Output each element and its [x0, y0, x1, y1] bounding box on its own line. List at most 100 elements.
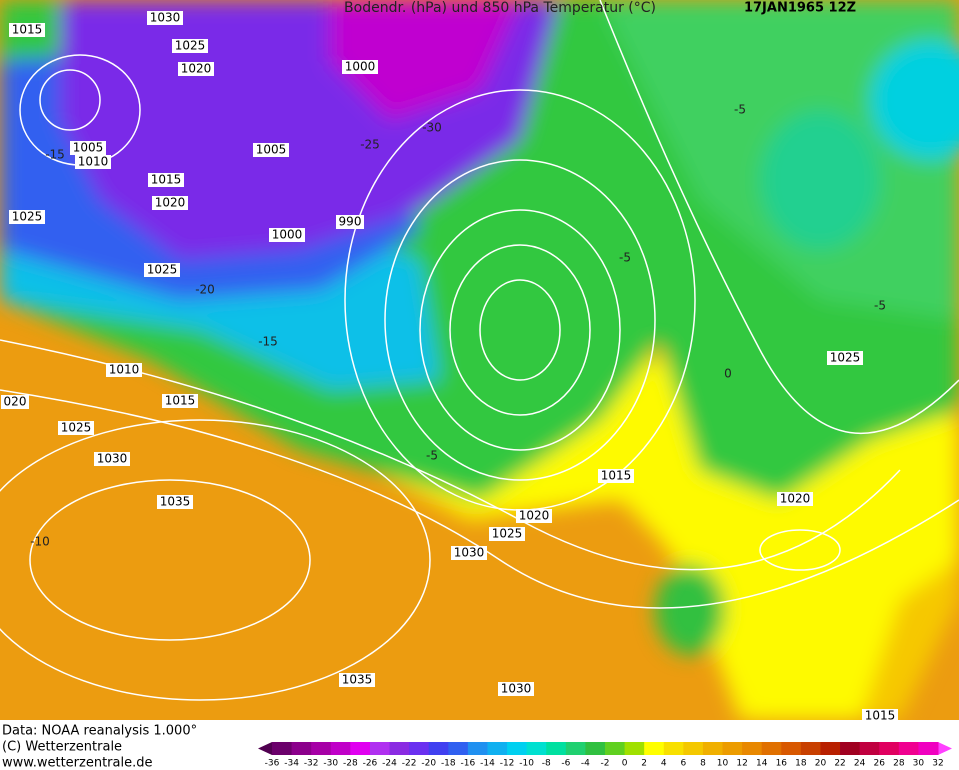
isobar-label-box	[58, 421, 94, 435]
colorbar-tick-label: 30	[913, 759, 925, 769]
colorbar-tick-label: 32	[932, 759, 943, 769]
colorbar-swatch	[605, 742, 626, 755]
isobar-label-box	[152, 196, 188, 210]
colorbar-tick-label: -26	[363, 759, 378, 769]
colorbar-swatch	[448, 742, 469, 755]
isobar-label-box	[94, 452, 130, 466]
isobar-label-box	[598, 469, 634, 483]
isobar-label: 1005	[256, 143, 287, 157]
colorbar-swatch	[683, 742, 704, 755]
colorbar-tick-label: -20	[421, 759, 436, 769]
footer-text: www.wetterzentrale.de	[2, 756, 152, 770]
isobar-label: 1000	[345, 60, 376, 74]
isobar-label-box	[253, 143, 289, 157]
isobar-label-box	[157, 495, 193, 509]
isobar-label: 1020	[155, 196, 186, 210]
temperature-label: -15	[258, 335, 278, 349]
temperature-label: -20	[195, 283, 215, 297]
colorbar-tick-label: -32	[304, 759, 319, 769]
isobar-label-box	[489, 527, 525, 541]
colorbar-swatch	[330, 742, 351, 755]
colorbar-swatch	[859, 742, 880, 755]
colorbar-swatch	[702, 742, 724, 755]
isobar-label-box	[147, 11, 183, 25]
isobar-label: 1030	[501, 682, 532, 696]
temperature-label: -5	[734, 103, 746, 117]
isobar-label: 1025	[147, 263, 178, 277]
colorbar-swatch	[781, 742, 802, 755]
isobar-label-box	[862, 709, 898, 723]
isobar-label-box	[162, 394, 198, 408]
colorbar-tick-label: -28	[343, 759, 358, 769]
temperature-label: -5	[426, 449, 438, 463]
isobar-label: 1015	[865, 709, 896, 723]
colorbar-tick-label: 22	[834, 759, 845, 769]
isobar-label: 1020	[519, 509, 550, 523]
colorbar-swatch	[369, 742, 391, 755]
colorbar-swatch	[311, 742, 332, 755]
colorbar-swatch	[546, 742, 567, 755]
colorbar-tick-label: -6	[561, 759, 570, 769]
colorbar-swatch	[428, 742, 449, 755]
colorbar-tick-label: 10	[717, 759, 729, 769]
isobar-label: 1000	[272, 228, 303, 242]
isobar-label-box	[75, 155, 111, 169]
colorbar-tick-label: -36	[265, 759, 280, 769]
isobar-label-box	[1, 395, 29, 409]
colorbar-swatch	[820, 742, 841, 755]
colorbar-high-arrow	[938, 742, 952, 755]
temperature-label: -30	[422, 121, 442, 135]
colorbar-swatch	[565, 742, 586, 755]
colorbar-swatch	[272, 742, 293, 755]
isobar-label: 1035	[160, 495, 191, 509]
isobar-label-box	[498, 682, 534, 696]
colorbar-swatch	[742, 742, 763, 755]
isobar-label-box	[9, 23, 45, 37]
footer-text: (C) Wetterzentrale	[2, 740, 122, 755]
isobar-label-box	[178, 62, 214, 76]
colorbar-tick-label: 4	[661, 759, 667, 769]
isobar-label: 1015	[601, 469, 632, 483]
colorbar-swatch	[624, 742, 645, 755]
colorbar-low-arrow	[258, 742, 272, 755]
isobar-label: 1020	[181, 62, 212, 76]
isobar-label: 1005	[73, 141, 104, 155]
isobar-label-box	[827, 351, 863, 365]
colorbar-swatch	[487, 742, 508, 755]
colorbar-swatch	[409, 742, 430, 755]
temperature-label: -10	[30, 535, 50, 549]
isobar-label-box	[269, 228, 305, 242]
isobar-label: 990	[339, 215, 362, 229]
colorbar-swatch	[879, 742, 900, 755]
isobar-label: 1015	[151, 173, 182, 187]
colorbar-swatch	[507, 742, 528, 755]
isobar-label-box	[172, 39, 208, 53]
colorbar-tick-label: 28	[893, 759, 905, 769]
colorbar-swatch	[585, 742, 606, 755]
temperature-label: -15	[45, 148, 65, 162]
colorbar-swatch	[800, 742, 821, 755]
footer-text: Data: NOAA reanalysis 1.000°	[2, 724, 197, 739]
colorbar-tick-label: 24	[854, 759, 866, 769]
colorbar-swatch	[840, 742, 861, 755]
temperature-label: -5	[619, 251, 631, 265]
colorbar-tick-label: -4	[581, 759, 590, 769]
isobar-label-box	[339, 673, 375, 687]
isobar-label: 1030	[150, 11, 181, 25]
colorbar-swatch	[898, 742, 919, 755]
isobar-label-box	[336, 215, 364, 229]
isobar-label: 1035	[342, 673, 373, 687]
colorbar-tick-label: -22	[402, 759, 417, 769]
colorbar-tick-label: 6	[680, 759, 686, 769]
isobar-label: 1015	[165, 394, 196, 408]
colorbar-swatch	[350, 742, 371, 755]
temperature-label: -25	[360, 138, 380, 152]
isobar-label: 1025	[830, 351, 861, 365]
map-title: Bodendr. (hPa) und 850 hPa Temperatur (°…	[344, 0, 656, 16]
isobar-label: 1010	[78, 155, 109, 169]
colorbar-tick-label: 20	[815, 759, 827, 769]
colorbar-swatch	[389, 742, 410, 755]
isobar-label: 1030	[454, 546, 485, 560]
isobar-label: 1025	[61, 421, 92, 435]
colorbar-tick-label: 0	[622, 759, 628, 769]
